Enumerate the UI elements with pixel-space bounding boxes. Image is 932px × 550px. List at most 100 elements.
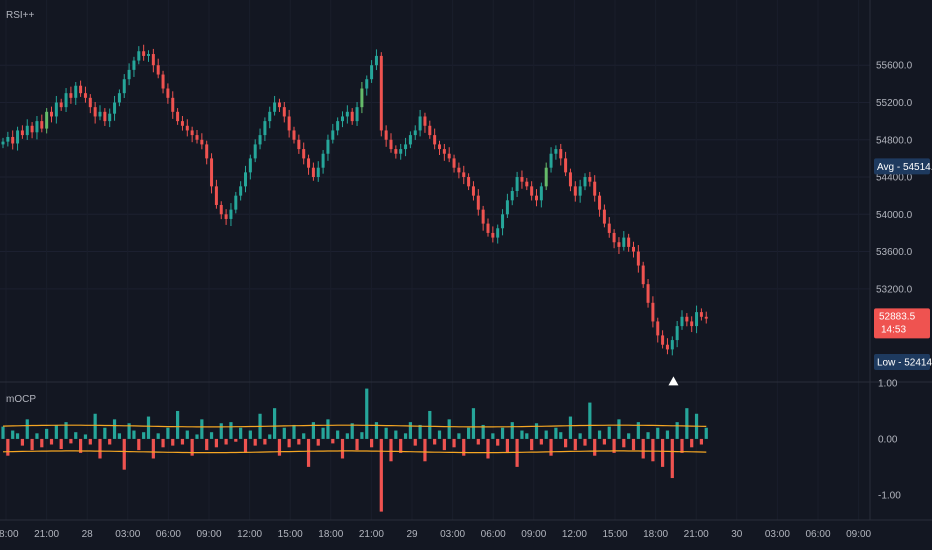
candle-body: [282, 107, 286, 117]
candle-body: [481, 209, 485, 224]
oscillator-bar: [151, 438, 155, 459]
time-tick-label: 09:00: [521, 529, 546, 540]
time-tick-label: 06:00: [805, 529, 830, 540]
oscillator-bar: [20, 438, 24, 446]
candle-body: [263, 121, 267, 136]
oscillator-bar: [564, 438, 568, 448]
candle-body: [413, 130, 417, 136]
candle-body: [45, 111, 49, 129]
oscillator-bar: [704, 427, 708, 439]
oscillator-bar: [6, 438, 10, 456]
oscillator-bar: [355, 438, 359, 451]
candle-body: [137, 51, 141, 61]
oscillator-bar: [670, 438, 674, 479]
low-badge: Low - 52414.6: [874, 354, 932, 371]
oscillator-bar: [636, 422, 640, 439]
candle-body: [35, 121, 39, 133]
oscillator-bar: [30, 438, 34, 451]
oscillator-bar: [336, 430, 340, 439]
oscillator-bar: [433, 438, 437, 445]
candle-body: [486, 223, 490, 233]
time-tick-label: 03:00: [115, 529, 140, 540]
oscillator-bar: [117, 433, 121, 439]
candle-body: [176, 111, 180, 122]
oscillator-bar: [219, 423, 223, 439]
oscillator-bar: [112, 419, 117, 439]
oscillator-bar: [568, 416, 573, 439]
candle-body: [680, 316, 684, 327]
oscillator-bar: [583, 438, 587, 446]
oscillator-bar: [399, 438, 403, 453]
candle-body: [471, 186, 475, 196]
oscillator-bar: [1, 426, 5, 439]
candlestick-series: [1, 44, 708, 356]
oscillator-bar: [462, 438, 466, 456]
candle-body: [25, 125, 29, 136]
time-tick-label: 06:00: [156, 529, 181, 540]
oscillator-bar: [549, 438, 553, 456]
time-tick-label: 09:00: [846, 529, 871, 540]
candle-body: [651, 302, 655, 322]
candle-body: [185, 125, 189, 131]
candle-body: [214, 186, 218, 205]
candle-body: [127, 69, 131, 80]
candle-body: [457, 167, 461, 173]
oscillator-bar: [229, 422, 233, 439]
oscillator-bar: [505, 438, 509, 453]
oscillator-bar: [59, 438, 63, 449]
oscillator-bar: [64, 422, 68, 439]
candle-body: [665, 344, 669, 350]
oscillator-bar: [588, 402, 592, 439]
oscillator-bar: [496, 438, 500, 446]
oscillator-bar: [690, 438, 694, 448]
candle-body: [704, 316, 708, 319]
low-badge-label: Low - 52414.6: [877, 358, 932, 369]
oscillator-bar: [49, 438, 54, 445]
candle-body: [510, 191, 514, 201]
oscillator-bar: [500, 427, 505, 439]
candle-body: [588, 177, 592, 182]
candle-body: [670, 340, 674, 350]
candle-body: [360, 88, 364, 108]
candle-body: [156, 65, 160, 75]
oscillator-bar: [306, 438, 311, 467]
oscillator-bar: [292, 424, 296, 439]
oscillator-bar: [74, 432, 78, 439]
price-tick-label: 54400.0: [876, 173, 913, 184]
oscillator-bar: [486, 438, 490, 459]
candle-body: [307, 158, 311, 168]
candle-body: [258, 135, 262, 145]
candle-body: [180, 121, 184, 126]
candle-body: [602, 209, 606, 224]
oscillator-bar: [185, 430, 189, 439]
candle-body: [93, 107, 97, 117]
oscillator-bar: [423, 438, 427, 462]
oscillator-bar: [365, 388, 369, 439]
oscillator-bar: [646, 432, 650, 439]
candle-body: [355, 107, 359, 122]
candle-body: [88, 97, 92, 108]
candle-body: [316, 167, 320, 178]
oscillator-bar: [195, 434, 199, 439]
candle-body: [103, 111, 107, 122]
oscillator-bar: [622, 438, 626, 448]
candle-body: [690, 321, 694, 327]
candle-body: [661, 335, 665, 345]
candle-body: [336, 121, 340, 131]
oscillator-axis: 1.00 0.00 -1.00: [878, 379, 901, 502]
oscillator-bar: [520, 430, 524, 439]
candle-body: [442, 149, 446, 154]
oscillator-bar: [680, 438, 684, 453]
oscillator-bar: [661, 438, 665, 467]
candle-body: [79, 85, 83, 94]
candle-body: [248, 158, 252, 173]
candle-body: [321, 153, 325, 168]
candle-body: [239, 186, 243, 196]
oscillator-bar: [311, 422, 315, 439]
buy-signal-triangle-icon: [668, 376, 679, 386]
candle-body: [54, 102, 58, 117]
candle-body: [467, 177, 471, 187]
candle-body: [98, 111, 102, 117]
oscillator-bar: [108, 438, 112, 445]
candle-body: [108, 113, 112, 122]
